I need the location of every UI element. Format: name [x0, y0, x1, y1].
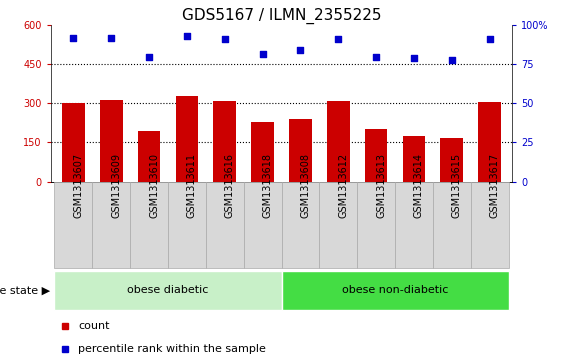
FancyBboxPatch shape — [55, 271, 282, 310]
Text: GSM1313612: GSM1313612 — [338, 153, 348, 219]
Point — [182, 33, 191, 39]
Text: GSM1313611: GSM1313611 — [187, 153, 197, 219]
Text: GSM1313607: GSM1313607 — [73, 153, 83, 219]
Bar — [251, 122, 274, 182]
Text: GSM1313610: GSM1313610 — [149, 153, 159, 219]
Bar — [176, 95, 198, 182]
Bar — [403, 136, 425, 182]
Bar — [365, 130, 387, 182]
Text: GSM1313616: GSM1313616 — [225, 153, 235, 219]
FancyBboxPatch shape — [357, 182, 395, 268]
Text: GSM1313614: GSM1313614 — [414, 153, 424, 219]
Bar — [327, 101, 350, 182]
Bar — [213, 101, 236, 182]
FancyBboxPatch shape — [92, 182, 130, 268]
Point — [145, 54, 154, 60]
Text: obese diabetic: obese diabetic — [127, 285, 209, 295]
Text: GSM1313618: GSM1313618 — [262, 153, 272, 219]
FancyBboxPatch shape — [282, 271, 508, 310]
Text: disease state ▶: disease state ▶ — [0, 285, 50, 295]
Text: GSM1313609: GSM1313609 — [111, 153, 121, 219]
Point — [296, 48, 305, 53]
Text: obese non-diabetic: obese non-diabetic — [342, 285, 448, 295]
Bar — [62, 103, 84, 182]
Text: GSM1313615: GSM1313615 — [452, 153, 462, 219]
Bar — [100, 99, 123, 182]
Bar — [289, 119, 312, 182]
Point — [69, 35, 78, 41]
FancyBboxPatch shape — [55, 182, 92, 268]
FancyBboxPatch shape — [433, 182, 471, 268]
Bar — [440, 138, 463, 182]
Point — [409, 55, 418, 61]
Text: count: count — [78, 321, 110, 331]
FancyBboxPatch shape — [282, 182, 319, 268]
Title: GDS5167 / ILMN_2355225: GDS5167 / ILMN_2355225 — [182, 8, 381, 24]
Point — [107, 35, 116, 41]
Point — [485, 37, 494, 42]
Point — [220, 37, 229, 42]
FancyBboxPatch shape — [168, 182, 206, 268]
FancyBboxPatch shape — [206, 182, 244, 268]
FancyBboxPatch shape — [471, 182, 508, 268]
FancyBboxPatch shape — [395, 182, 433, 268]
FancyBboxPatch shape — [319, 182, 357, 268]
Text: percentile rank within the sample: percentile rank within the sample — [78, 344, 266, 354]
Point — [447, 57, 456, 63]
Text: GSM1313608: GSM1313608 — [301, 153, 310, 219]
Bar — [479, 102, 501, 182]
FancyBboxPatch shape — [244, 182, 282, 268]
Text: GSM1313613: GSM1313613 — [376, 153, 386, 219]
Point — [258, 50, 267, 56]
Point — [372, 54, 381, 60]
FancyBboxPatch shape — [130, 182, 168, 268]
Text: GSM1313617: GSM1313617 — [490, 153, 499, 219]
Bar — [138, 131, 160, 182]
Point — [334, 37, 343, 42]
